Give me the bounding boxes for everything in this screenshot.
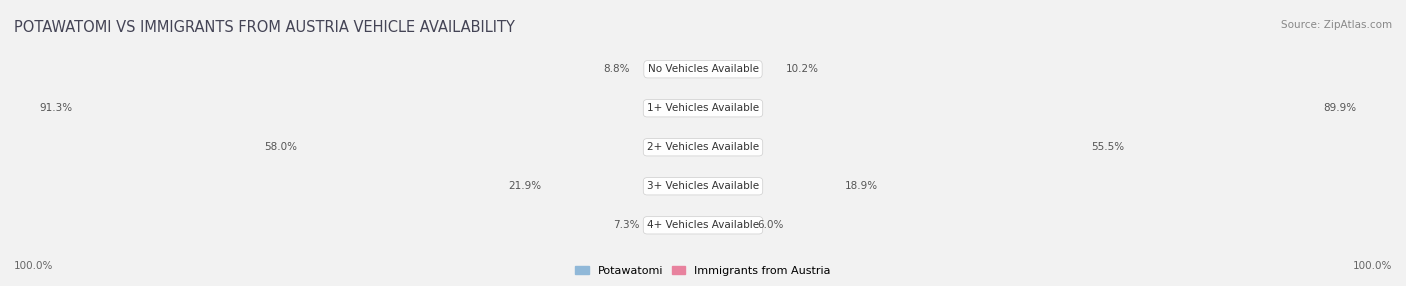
Legend: Potawatomi, Immigrants from Austria: Potawatomi, Immigrants from Austria (571, 261, 835, 281)
Text: 7.3%: 7.3% (613, 220, 640, 230)
Text: 58.0%: 58.0% (264, 142, 297, 152)
Text: 6.0%: 6.0% (758, 220, 783, 230)
Text: 4+ Vehicles Available: 4+ Vehicles Available (647, 220, 759, 230)
Text: POTAWATOMI VS IMMIGRANTS FROM AUSTRIA VEHICLE AVAILABILITY: POTAWATOMI VS IMMIGRANTS FROM AUSTRIA VE… (14, 20, 515, 35)
Text: 100.0%: 100.0% (14, 261, 53, 271)
Text: 55.5%: 55.5% (1091, 142, 1125, 152)
Text: 91.3%: 91.3% (39, 103, 73, 113)
Text: 8.8%: 8.8% (603, 64, 630, 74)
Text: 100.0%: 100.0% (1353, 261, 1392, 271)
Text: No Vehicles Available: No Vehicles Available (648, 64, 758, 74)
Text: 2+ Vehicles Available: 2+ Vehicles Available (647, 142, 759, 152)
Text: 10.2%: 10.2% (786, 64, 818, 74)
Text: 1+ Vehicles Available: 1+ Vehicles Available (647, 103, 759, 113)
Text: 89.9%: 89.9% (1323, 103, 1357, 113)
Text: Source: ZipAtlas.com: Source: ZipAtlas.com (1281, 20, 1392, 30)
Text: 21.9%: 21.9% (508, 181, 541, 191)
Text: 3+ Vehicles Available: 3+ Vehicles Available (647, 181, 759, 191)
Text: 18.9%: 18.9% (845, 181, 877, 191)
